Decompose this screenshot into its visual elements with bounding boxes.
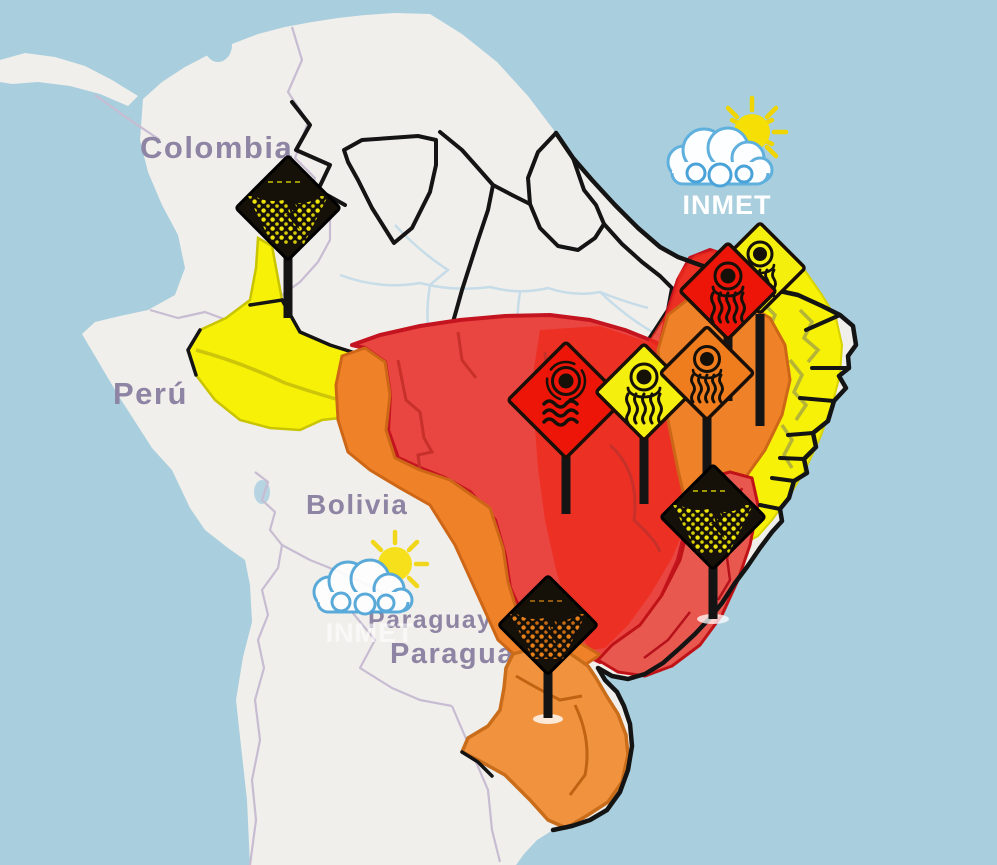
heat-wave-icon [542,360,587,427]
storm-warning-marker-yellow-northwest[interactable] [235,155,341,318]
alert-zone-orange-west[interactable] [334,346,602,670]
marker-pin [702,415,712,487]
country-label-colombia: Colombia [140,130,293,165]
marker-pin [283,248,293,318]
cloud-icon [666,126,774,188]
storm-icon [510,600,586,659]
marker-pin [639,428,649,504]
cloud-icon [312,558,414,616]
storm-warning-marker-orange-south[interactable] [498,575,598,724]
brazil-border-over-yellow [186,298,354,377]
marker-pin [561,444,571,514]
inmet-logo-bottom: INMET [312,529,430,648]
low-humidity-icon [625,362,663,425]
low-humidity-icon [710,261,746,324]
country-label-bolivia: Bolivia [306,489,408,520]
country-label-peru: Perú [113,376,188,411]
lake-maracaibo [204,28,232,62]
heat-wave-warning-marker-red[interactable] [507,341,625,514]
marker-pin [755,314,765,426]
low-humidity-icon [690,345,724,404]
pin-shadow [533,714,563,724]
inmet-logo-top: INMET [666,95,789,220]
low-humidity-warning-marker-orange[interactable] [659,325,755,487]
ne-coast-state-stubs [758,313,851,511]
state-line-in-yellow-west [195,348,349,404]
marker-pin [708,557,718,619]
low-humidity-warning-marker-red[interactable] [679,242,777,401]
storm-warning-marker-yellow-east[interactable] [660,464,766,624]
inmet-logo-text: INMET [683,190,772,220]
marker-pin [543,663,553,718]
storm-icon [248,181,328,244]
inmet-logo-text-secondary: INMET [326,618,415,648]
landmass-panama [0,53,138,106]
brazil-state-borders-north [290,100,674,347]
alert-zone-orange-south[interactable] [460,644,630,830]
state-lines-in-orange-south [515,674,589,796]
border-brazil-uruguay [460,750,494,778]
storm-icon [673,490,753,553]
